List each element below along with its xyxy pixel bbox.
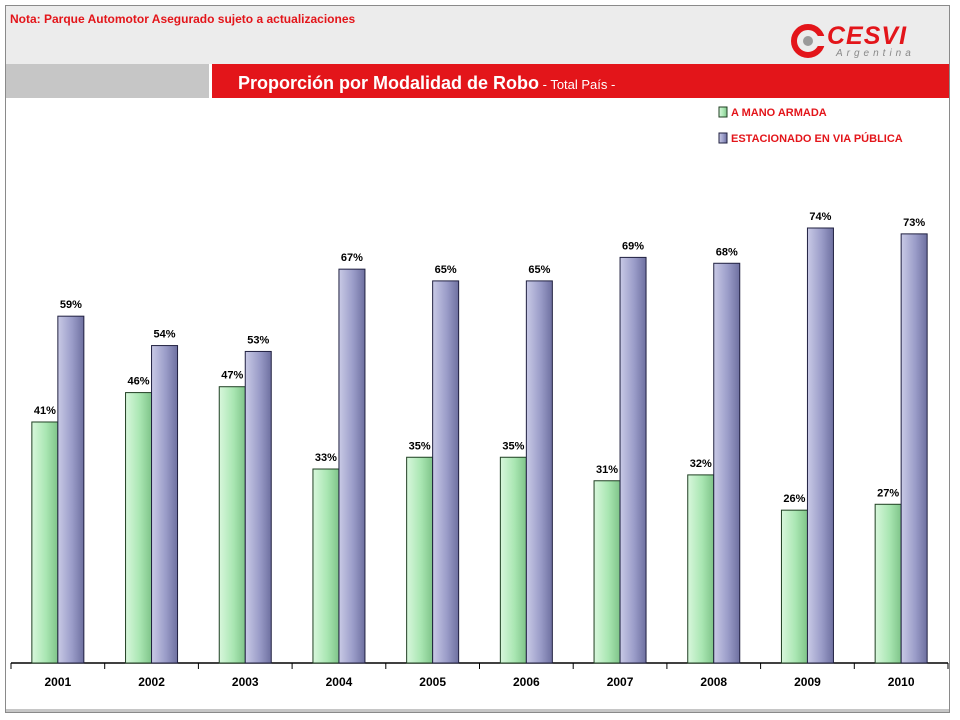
bar-a-mano-armada [780,509,808,664]
bar-a-mano-armada [31,421,59,664]
data-label: 65% [528,264,550,276]
x-tick-label: 2007 [607,675,634,689]
bar-estacionado [244,350,272,664]
bar-estacionado [900,233,928,664]
data-label: 31% [596,464,618,476]
bar-estacionado [57,315,85,664]
cesvi-logo: CESVI Argentina [790,21,940,61]
data-label: 33% [315,452,337,464]
bar-estacionado [432,280,460,664]
data-label: 53% [247,334,269,346]
bar-estacionado [338,268,366,664]
data-label: 65% [435,264,457,276]
legend-swatch [718,132,728,144]
chart-title: Proporción por Modalidad de Robo - Total… [238,73,615,94]
bar-a-mano-armada [312,468,340,664]
bar-a-mano-armada [499,456,527,664]
data-label: 67% [341,252,363,264]
data-label: 68% [716,246,738,258]
x-tick-label: 2002 [138,675,165,689]
data-label: 47% [221,370,243,382]
bar-a-mano-armada [218,386,246,664]
bar-a-mano-armada [593,480,621,664]
x-tick-label: 2003 [232,675,259,689]
x-tick-label: 2009 [794,675,821,689]
bar-estacionado [525,280,553,664]
data-label: 35% [409,440,431,452]
chart-title-main: Proporción por Modalidad de Robo [238,73,539,93]
data-label: 46% [128,376,150,388]
data-label: 74% [809,211,831,223]
x-tick-label: 2001 [44,675,71,689]
bar-estacionado [806,227,834,664]
x-tick-label: 2006 [513,675,540,689]
legend-swatch [718,106,728,118]
title-bar-left [6,64,209,98]
bar-estacionado [151,345,179,664]
logo-subtitle: Argentina [836,48,915,59]
data-label: 69% [622,240,644,252]
data-label: 27% [877,487,899,499]
chart-title-sub: - Total País - [539,77,616,92]
x-tick-label: 2004 [326,675,353,689]
data-label: 35% [502,440,524,452]
data-label: 32% [690,458,712,470]
x-tick-label: 2008 [700,675,727,689]
data-label: 26% [783,493,805,505]
data-label: 41% [34,405,56,417]
legend-label: A MANO ARMADA [731,107,827,119]
bar-a-mano-armada [687,474,715,664]
legend-label: ESTACIONADO EN VIA PÚBLICA [731,132,903,145]
data-label: 59% [60,299,82,311]
bar-estacionado [713,262,741,664]
logo-name: CESVI [827,22,908,50]
bar-a-mano-armada [874,503,902,664]
note-text: Nota: Parque Automotor Asegurado sujeto … [10,12,356,26]
cesvi-logo-icon [791,24,826,58]
bottom-line [6,709,949,712]
data-label: 73% [903,217,925,229]
x-tick-label: 2005 [419,675,446,689]
x-tick-label: 2010 [888,675,915,689]
bar-estacionado [619,256,647,664]
bar-a-mano-armada [406,456,434,664]
data-label: 54% [154,329,176,341]
top-bar: Nota: Parque Automotor Asegurado sujeto … [6,6,949,64]
title-bar: Proporción por Modalidad de Robo - Total… [212,64,949,98]
bar-a-mano-armada [125,392,153,664]
